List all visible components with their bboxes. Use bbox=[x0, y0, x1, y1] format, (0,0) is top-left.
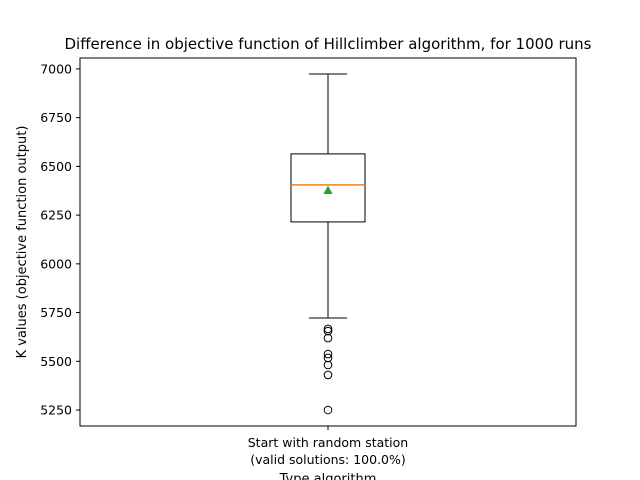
outlier bbox=[323, 370, 333, 380]
x-tick-label: Start with random station (valid solution… bbox=[248, 435, 408, 467]
y-tick-label: 6250 bbox=[40, 208, 72, 223]
mean-marker bbox=[323, 185, 333, 194]
outlier bbox=[323, 326, 333, 336]
y-tick-label: 5500 bbox=[40, 354, 72, 369]
y-tick-label: 6000 bbox=[40, 256, 72, 271]
x-axis-label: Type algorithm bbox=[279, 472, 377, 480]
outlier bbox=[323, 333, 333, 343]
box bbox=[290, 153, 366, 223]
y-tick-label: 6500 bbox=[40, 159, 72, 174]
y-tick-label: 5750 bbox=[40, 305, 72, 320]
outlier bbox=[323, 360, 333, 370]
y-tick-label: 7000 bbox=[40, 61, 72, 76]
y-axis-label: K values (objective function output) bbox=[15, 126, 30, 359]
outlier bbox=[323, 405, 333, 415]
y-tick-label: 5250 bbox=[40, 403, 72, 418]
outlier bbox=[323, 353, 333, 363]
outlier bbox=[323, 349, 333, 359]
y-tick-label: 6750 bbox=[40, 110, 72, 125]
outlier bbox=[323, 324, 333, 334]
chart-title: Difference in objective function of Hill… bbox=[65, 35, 592, 53]
